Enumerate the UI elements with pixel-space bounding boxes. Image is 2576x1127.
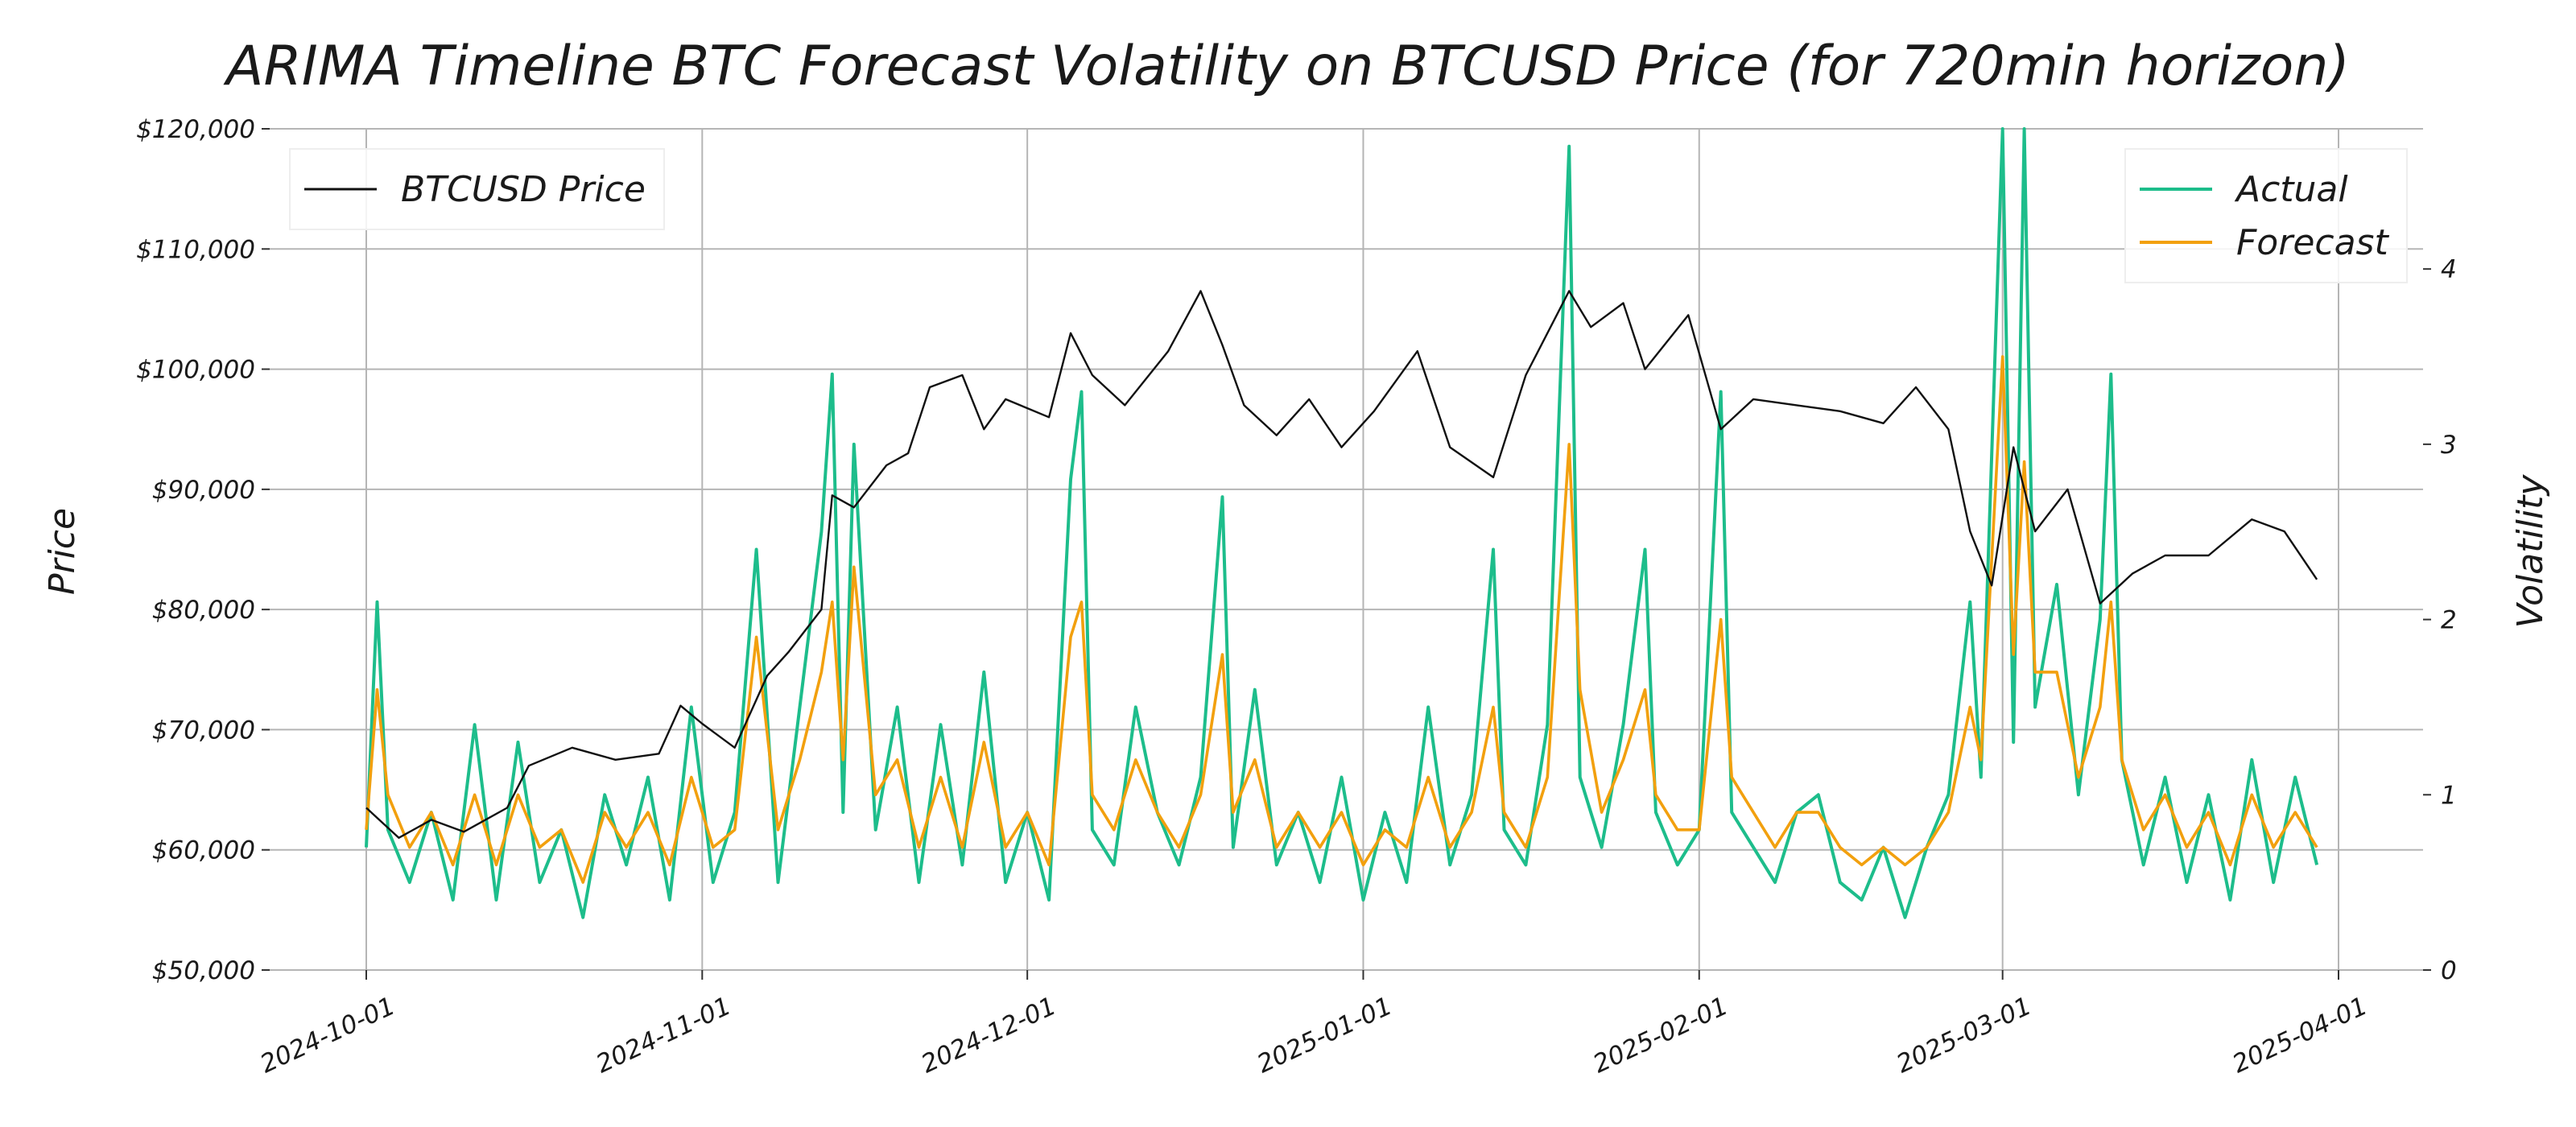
y-tick-label-left: $120,000 xyxy=(136,115,255,144)
y-tick-label-left: $50,000 xyxy=(152,956,255,985)
y-tick-label-right: 4 xyxy=(2441,255,2457,284)
y-tick-label-right: 3 xyxy=(2441,431,2457,460)
chart-title: ARIMA Timeline BTC Forecast Volatility o… xyxy=(223,35,2350,98)
y-tick-label-left: $80,000 xyxy=(152,596,255,625)
y-tick-label-left: $90,000 xyxy=(152,476,255,505)
legend-label: Forecast xyxy=(2236,222,2389,263)
y-axis-label-right: Volatility xyxy=(2510,474,2551,629)
y-tick-label-right: 0 xyxy=(2441,956,2457,985)
y-tick-label-left: $70,000 xyxy=(152,716,255,745)
y-tick-label-right: 2 xyxy=(2441,606,2457,635)
series-line-forecast xyxy=(365,355,2318,884)
y-tick-label-left: $110,000 xyxy=(136,235,255,264)
legend-box xyxy=(2124,148,2408,283)
y-tick-label-right: 1 xyxy=(2441,781,2457,810)
legend-label: BTCUSD Price xyxy=(401,169,646,210)
y-axis-label-left: Price xyxy=(42,508,83,595)
y-tick-label-left: $60,000 xyxy=(152,836,255,865)
grid xyxy=(270,128,2423,971)
legend-label: Actual xyxy=(2234,169,2348,210)
legend-left: BTCUSD Price xyxy=(289,148,665,230)
legend-right: Actual Forecast xyxy=(2124,148,2408,283)
y-tick-label-left: $100,000 xyxy=(136,356,255,385)
series-line-btcusd-price xyxy=(365,290,2318,840)
plot-area xyxy=(365,127,2319,919)
